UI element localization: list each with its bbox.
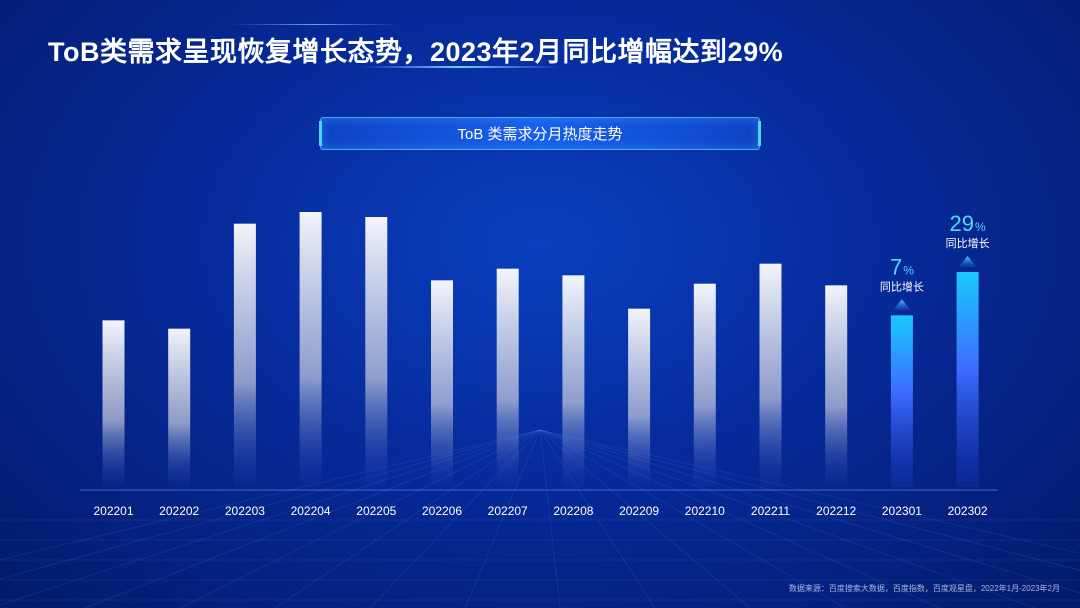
x-tick-label: 202201: [93, 504, 133, 518]
bar-202205: [365, 217, 388, 487]
x-tick-label: 202211: [751, 504, 790, 518]
x-tick-label: 202208: [553, 504, 593, 518]
bar-202302: [956, 272, 979, 487]
page-title: ToB类需求呈现恢复增长态势，2023年2月同比增幅达到29%: [48, 37, 784, 67]
growth-arrow-icon: [892, 299, 911, 311]
x-tick-label: 202206: [422, 504, 462, 518]
bar-202203: [233, 223, 256, 487]
bar-202207: [496, 268, 519, 487]
chart-title-box: ToB 类需求分月热度走势: [319, 117, 761, 150]
bar-202212: [825, 285, 848, 487]
x-axis-labels: 202201 202202 202203 202204 202205 202206 2022…: [93, 504, 987, 518]
growth-arrow-icon: [958, 256, 977, 267]
x-tick-label: 202205: [356, 504, 396, 518]
bar-202211: [759, 263, 782, 487]
annotation-label: 同比增长: [880, 279, 924, 293]
data-source: 数据来源：百度搜索大数据，百度指数，百度观星盘，2022年1月-2023年2月: [788, 584, 1060, 593]
chart-title: ToB 类需求分月热度走势: [457, 126, 623, 143]
x-tick-label: 202207: [488, 504, 528, 518]
bar-202204: [299, 212, 322, 487]
x-tick-label: 202302: [948, 504, 988, 518]
annotation-label: 同比增长: [946, 236, 990, 250]
bar-202202: [168, 328, 191, 487]
x-tick-label: 202210: [685, 504, 725, 518]
x-tick-label: 202212: [816, 504, 856, 518]
title-underline: [360, 66, 560, 68]
bar-202301: [890, 315, 913, 487]
annotation-value: 29%: [950, 211, 986, 236]
x-tick-label: 202203: [225, 504, 265, 518]
bar-202209: [628, 308, 651, 487]
bar-202208: [562, 275, 585, 487]
bar-202206: [431, 280, 453, 487]
x-tick-label: 202202: [159, 504, 199, 518]
x-tick-label: 202204: [291, 504, 331, 518]
x-tick-label: 202301: [882, 504, 922, 518]
x-tick-label: 202209: [619, 504, 659, 518]
annotation-value: 7%: [890, 254, 914, 279]
bars: [102, 212, 979, 487]
grid-floor: [0, 429, 1080, 608]
bar-202210: [693, 283, 716, 487]
bar-202201: [102, 320, 125, 487]
title-decor-line: [230, 24, 400, 25]
